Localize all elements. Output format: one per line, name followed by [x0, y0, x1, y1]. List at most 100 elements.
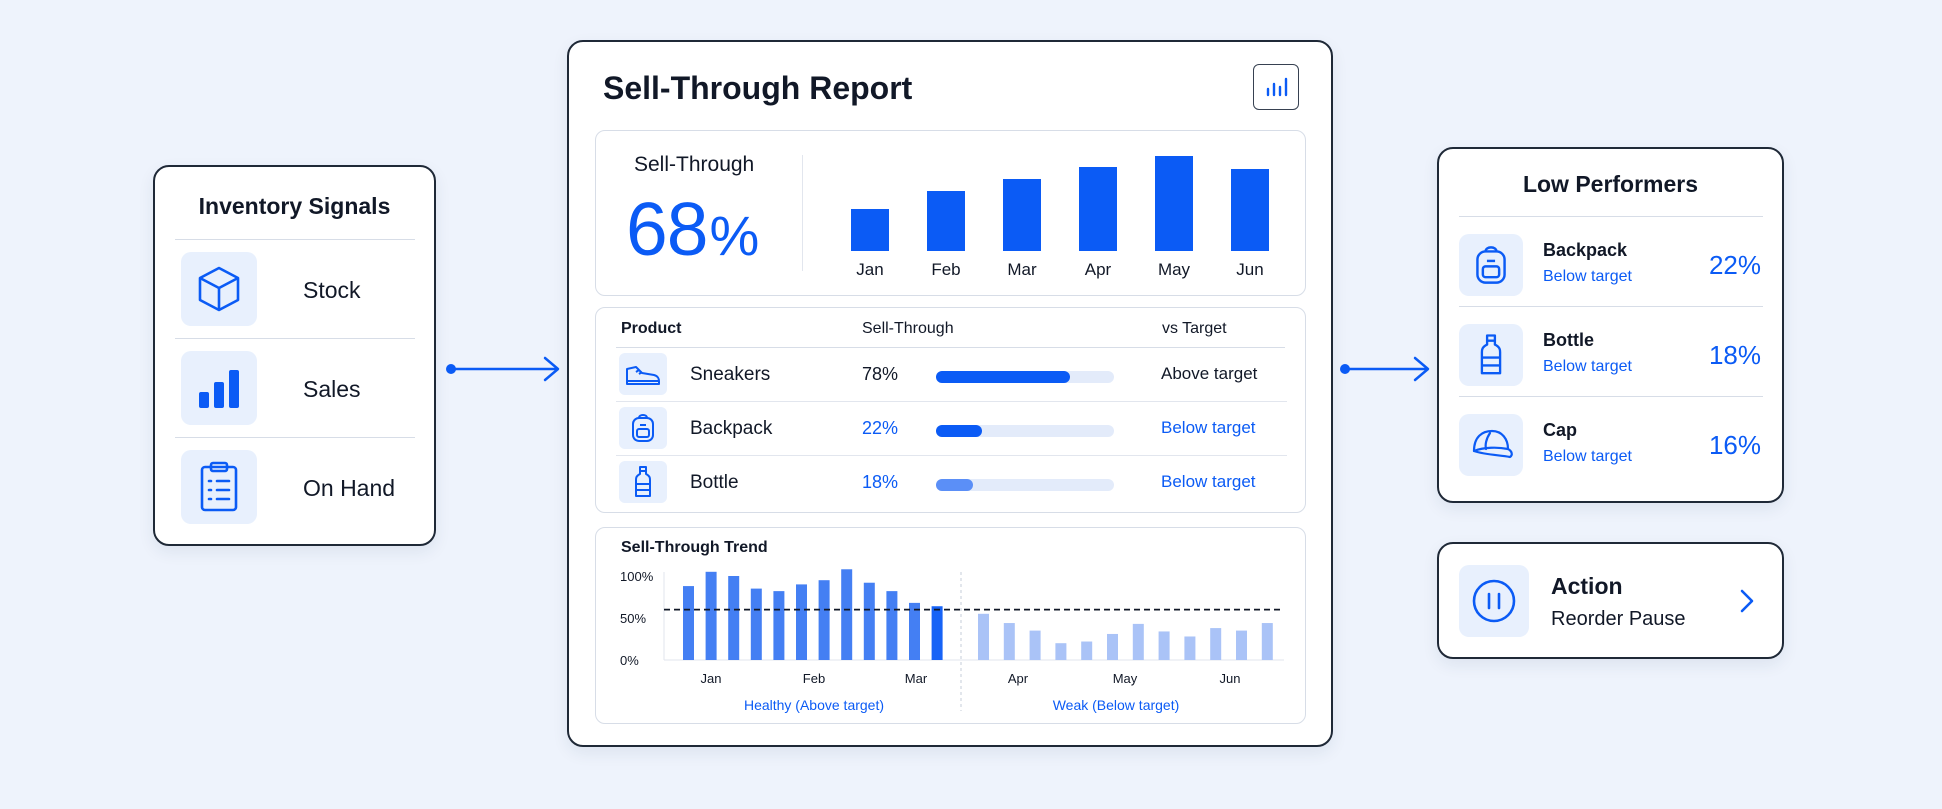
month-label: Apr — [1085, 260, 1112, 279]
sell-through-bar — [936, 371, 1114, 383]
trend-bar-healthy — [909, 602, 920, 660]
kpi-label: Sell-Through — [634, 153, 755, 176]
sell-through-bar — [936, 425, 1114, 437]
signal-label: On Hand — [303, 475, 396, 501]
x-tick-label: May — [1113, 671, 1138, 686]
x-tick-label: Mar — [905, 671, 928, 686]
trend-bar-healthy — [931, 606, 943, 660]
y-tick-label: 50% — [620, 611, 646, 626]
trend-bar-healthy — [841, 569, 853, 660]
trend-bar-weak — [1184, 636, 1196, 660]
low-performer-item[interactable]: Bottle Below target 18% — [1459, 306, 1763, 396]
signal-label: Stock — [303, 277, 361, 303]
monthly-bar — [927, 191, 965, 251]
cap-icon — [1459, 414, 1523, 476]
healthy-label: Healthy (Above target) — [744, 697, 884, 713]
sell-through-trend-chart: 100% 50% 0% Jan Feb Mar Apr May Jun Healthy (Abov… — [620, 569, 1284, 713]
sell-through-bar-fill — [936, 371, 1070, 383]
trend-title: Sell-Through Trend — [621, 539, 768, 556]
action-card[interactable]: Action Reorder Pause — [1437, 542, 1784, 659]
sell-through-value: 18% — [862, 472, 899, 492]
y-tick-label: 0% — [620, 653, 639, 668]
col-header-vs-target: vs Target — [1162, 320, 1227, 337]
action-title: Action — [1551, 573, 1623, 599]
chevron-right-icon[interactable] — [1739, 588, 1755, 614]
signal-item-stock[interactable]: Stock — [175, 239, 415, 338]
col-header-sell-through: Sell-Through — [862, 320, 954, 337]
sneaker-icon — [619, 353, 667, 395]
low-performer-status: Below target — [1543, 268, 1632, 285]
low-performer-value: 16% — [1708, 430, 1761, 460]
month-label: Mar — [1007, 260, 1037, 279]
sell-through-value: 22% — [862, 418, 899, 438]
bottle-icon — [619, 461, 667, 503]
low-performer-value: 22% — [1708, 250, 1761, 280]
sell-through-bar-fill — [936, 425, 983, 437]
trend-bar-healthy — [773, 591, 785, 660]
monthly-sell-through-chart: Jan Feb Mar Apr May Jun — [851, 156, 1269, 279]
monthly-bar — [1079, 167, 1117, 251]
inventory-signals-title: Inventory Signals — [198, 193, 391, 219]
low-performer-item[interactable]: Backpack Below target 22% — [1459, 216, 1763, 306]
table-row[interactable]: Bottle 18% Below target — [616, 456, 1287, 510]
target-status: Below target — [1161, 418, 1256, 437]
signal-item-sales[interactable]: Sales — [175, 338, 415, 437]
product-name: Backpack — [690, 418, 773, 439]
kpi-panel: Sell-Through 68% Jan Feb Mar Apr May Jun — [595, 130, 1306, 296]
monthly-bar — [1003, 179, 1041, 251]
trend-bar-healthy — [796, 584, 807, 660]
col-header-product: Product — [621, 320, 682, 337]
x-tick-label: Jun — [1220, 671, 1241, 686]
trend-bar-healthy — [705, 571, 717, 660]
bottle-icon — [1459, 324, 1523, 386]
monthly-bar — [1231, 169, 1269, 251]
trend-bar-healthy — [886, 591, 898, 660]
sell-through-bar-fill — [936, 479, 974, 491]
product-name: Sneakers — [690, 364, 771, 385]
x-tick-label: Apr — [1008, 671, 1029, 686]
monthly-bar — [851, 209, 889, 251]
low-performer-status: Below target — [1543, 358, 1632, 375]
trend-bar-weak — [1132, 623, 1144, 660]
product-name: Bottle — [690, 472, 739, 493]
box-icon — [181, 252, 257, 326]
monthly-bar — [1155, 156, 1193, 251]
weak-label: Weak (Below target) — [1053, 697, 1180, 713]
trend-bar-weak — [1210, 628, 1222, 660]
clipboard-list-icon — [181, 450, 257, 524]
inventory-signals-card: Inventory Signals Stock Sales — [153, 165, 436, 546]
backpack-icon — [1459, 234, 1523, 296]
report-title: Sell-Through Report — [603, 70, 913, 106]
low-performer-name: Bottle — [1543, 330, 1594, 350]
signal-item-on-hand[interactable]: On Hand — [175, 437, 415, 536]
month-label: Jan — [856, 260, 883, 279]
target-status: Below target — [1161, 472, 1256, 491]
month-label: Jun — [1236, 260, 1263, 279]
y-tick-label: 100% — [620, 569, 654, 584]
trend-bar-healthy — [683, 586, 694, 660]
table-row[interactable]: Sneakers 78% Above target — [616, 348, 1287, 402]
bar-chart-icon — [181, 351, 257, 425]
trend-bar-weak — [1055, 643, 1067, 660]
product-table: Product Sell-Through vs Target Sneakers … — [595, 307, 1306, 513]
low-performers-card: Low Performers Backpack Below target 22%… — [1437, 147, 1784, 503]
low-performer-name: Backpack — [1543, 240, 1628, 260]
month-label: Feb — [931, 260, 960, 279]
bar-chart-icon — [1266, 77, 1288, 97]
flow-arrow-right-icon — [446, 356, 560, 382]
trend-bar-weak — [1029, 630, 1041, 660]
pause-icon — [1459, 565, 1529, 637]
trend-bar-healthy — [863, 582, 875, 660]
low-performer-value: 18% — [1708, 340, 1761, 370]
sell-through-trend-panel: Sell-Through Trend 100% 50% 0% Jan Feb Mar Apr… — [595, 527, 1306, 724]
trend-bar-weak — [978, 613, 989, 660]
trend-bar-weak — [1081, 641, 1093, 660]
trend-bar-weak — [1158, 631, 1170, 660]
trend-bar-healthy — [818, 580, 830, 660]
table-row[interactable]: Backpack 22% Below target — [616, 402, 1287, 456]
report-chart-button[interactable] — [1253, 64, 1299, 110]
month-label: May — [1158, 260, 1191, 279]
trend-bar-weak — [1236, 630, 1247, 660]
trend-bar-healthy — [750, 588, 762, 660]
low-performer-item[interactable]: Cap Below target 16% — [1459, 396, 1763, 486]
